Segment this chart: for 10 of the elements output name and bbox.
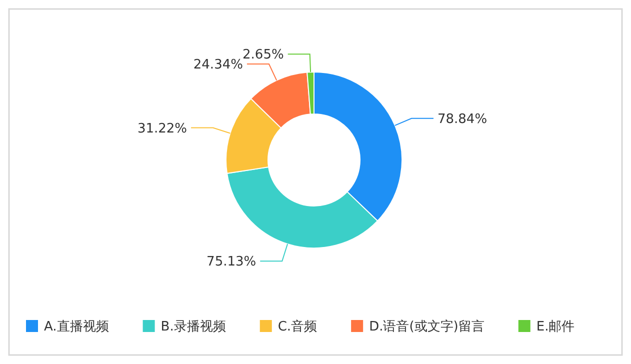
data-label: 31.22% (137, 121, 188, 136)
data-label: 78.84% (437, 112, 488, 127)
legend-label: D.语音(或文字)留言 (369, 318, 484, 335)
data-label: 2.65% (242, 48, 284, 63)
legend-label: E.邮件 (536, 320, 575, 335)
data-label: 75.13% (206, 254, 256, 270)
legend-label: C.音频 (278, 320, 318, 335)
data-label: 24.34% (193, 58, 243, 73)
legend-label: A.直播视频 (44, 320, 109, 335)
legend-label: B.录播视频 (160, 320, 226, 335)
